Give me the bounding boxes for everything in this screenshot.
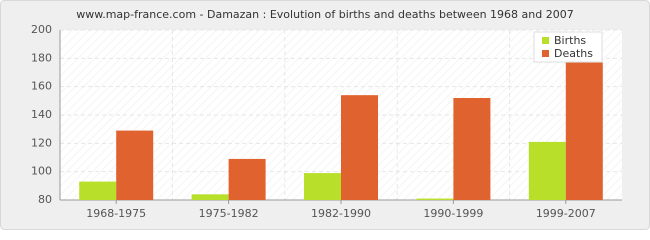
x-tick-label: 1982-1990 [311, 207, 371, 220]
y-tick-label: 120 [31, 136, 52, 149]
bar [228, 158, 266, 200]
bar [528, 141, 566, 200]
y-tick-label: 140 [31, 108, 52, 121]
bar [116, 130, 154, 200]
y-tick-label: 200 [31, 23, 52, 36]
legend-swatch [542, 37, 549, 44]
legend-label: Deaths [554, 47, 593, 60]
chart: www.map-france.com - Damazan : Evolution… [0, 0, 650, 230]
bar [453, 98, 491, 200]
y-tick-label: 80 [38, 193, 52, 206]
x-tick-label: 1975-1982 [199, 207, 259, 220]
legend-swatch [542, 50, 549, 57]
bar [565, 62, 603, 201]
x-tick-label: 1968-1975 [86, 207, 146, 220]
bar [341, 95, 378, 200]
bar [416, 198, 454, 200]
chart-title: www.map-france.com - Damazan : Evolution… [76, 8, 574, 21]
y-tick-label: 180 [31, 51, 52, 64]
x-tick-label: 1999-2007 [536, 207, 596, 220]
legend-label: Births [554, 34, 586, 47]
x-tick-label: 1990-1999 [423, 207, 483, 220]
bar [79, 181, 117, 200]
bar [304, 173, 341, 200]
bar [191, 194, 229, 200]
y-tick-label: 100 [31, 165, 52, 178]
y-tick-label: 160 [31, 80, 52, 93]
